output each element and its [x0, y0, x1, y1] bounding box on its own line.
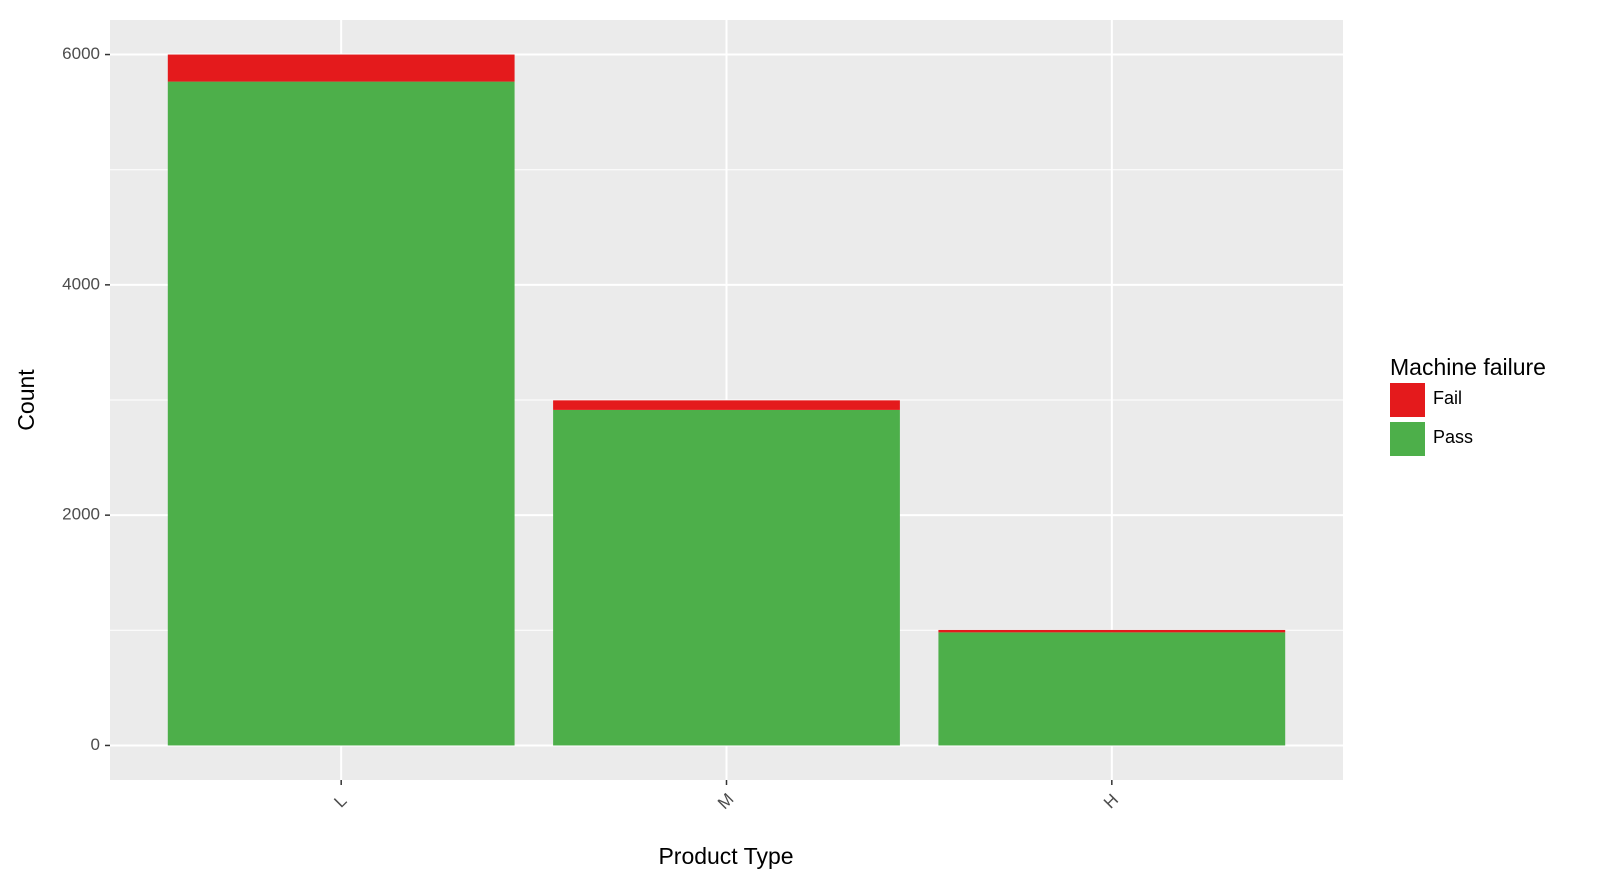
legend-key	[1390, 422, 1425, 456]
bar-segment	[938, 632, 1286, 746]
y-tick-label: 0	[91, 735, 100, 754]
y-tick-label: 6000	[62, 44, 100, 63]
bar-segment	[167, 54, 515, 82]
legend-label: Pass	[1433, 427, 1473, 447]
y-axis-title: Count	[13, 369, 39, 431]
legend-key	[1390, 383, 1425, 417]
y-tick-label: 2000	[62, 505, 100, 524]
legend-title: Machine failure	[1390, 354, 1546, 380]
x-tick-label: H	[1100, 790, 1122, 812]
x-axis-title: Product Type	[658, 843, 793, 869]
bar-segment	[938, 629, 1286, 633]
bar-segment	[553, 400, 900, 410]
legend-label: Fail	[1433, 388, 1462, 408]
y-tick-label: 4000	[62, 274, 100, 293]
x-tick-label: L	[330, 791, 350, 811]
bar-segment	[167, 81, 515, 746]
x-tick-label: M	[714, 790, 737, 813]
bar-segment	[553, 409, 900, 746]
